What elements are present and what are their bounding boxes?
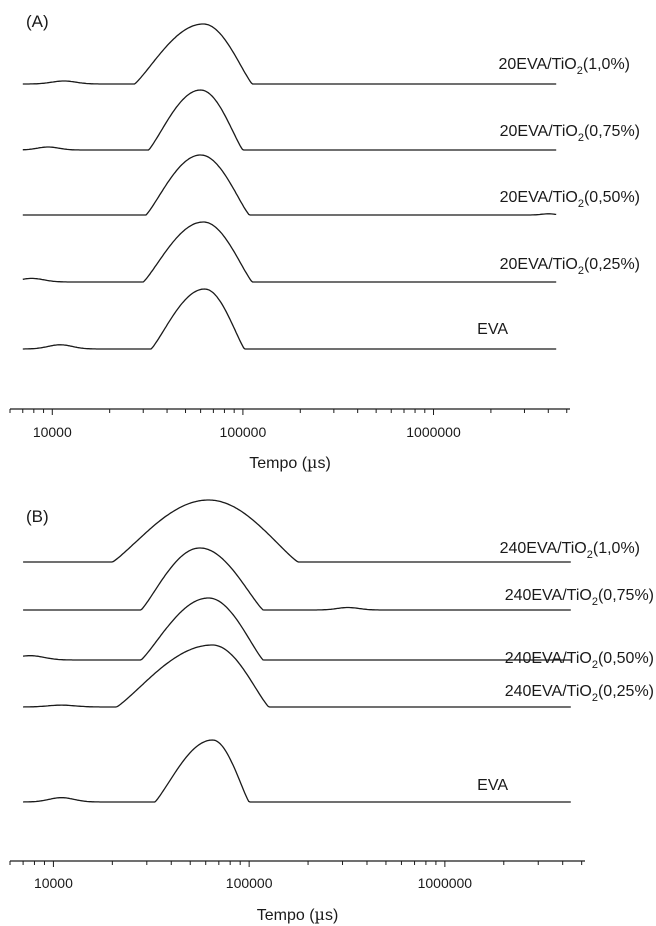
series-label-subscript: 2 bbox=[592, 596, 598, 608]
series-line bbox=[23, 597, 571, 661]
series-label-subscript: 2 bbox=[592, 692, 598, 704]
series-label: 20EVA/TiO2(0,50%) bbox=[500, 189, 640, 210]
series-line bbox=[22, 89, 557, 151]
series-label: 240EVA/TiO2(0,75%) bbox=[505, 587, 654, 608]
panel-1: (B) 240EVA/TiO2(1,0%) 240EVA/TiO2(0,75%) 24… bbox=[9, 499, 654, 924]
series-label: 240EVA/TiO2(0,50%) bbox=[505, 650, 654, 671]
series-line bbox=[22, 221, 557, 283]
panel-0: (A) 20EVA/TiO2(1,0%) 20EVA/TiO2(0,75%) 20EV… bbox=[9, 12, 640, 472]
series-label: 240EVA/TiO2(0,25%) bbox=[505, 683, 654, 704]
series-label-subscript: 2 bbox=[577, 65, 583, 77]
x-axis-title: Tempo (µs) bbox=[257, 905, 339, 924]
series-label-suffix: (0,50%) bbox=[598, 650, 654, 667]
series-label-subscript: 2 bbox=[578, 265, 584, 277]
x-tick-label: 1000000 bbox=[406, 424, 461, 440]
series-label: 20EVA/TiO2(0,75%) bbox=[500, 123, 640, 144]
series-label: 20EVA/TiO2(0,25%) bbox=[500, 256, 640, 277]
series-label: EVA bbox=[477, 777, 508, 794]
series-line bbox=[22, 23, 557, 85]
series-label-suffix: (0,75%) bbox=[598, 587, 654, 604]
panel-label: (B) bbox=[26, 507, 49, 526]
series-line bbox=[22, 288, 557, 350]
panel-label: (A) bbox=[26, 12, 49, 31]
series-label-subscript: 2 bbox=[578, 132, 584, 144]
series-line bbox=[22, 154, 557, 216]
series-label-suffix: (0,25%) bbox=[584, 256, 640, 273]
x-axis-title-text: Tempo ( bbox=[249, 455, 307, 472]
x-axis-title-mu: µ bbox=[315, 905, 325, 924]
series-label: 240EVA/TiO2(1,0%) bbox=[500, 540, 640, 561]
series-label-subscript: 2 bbox=[578, 198, 584, 210]
x-tick-label: 10000 bbox=[34, 875, 73, 891]
series-line bbox=[23, 644, 571, 708]
series-label-suffix: (1,0%) bbox=[593, 540, 640, 557]
x-axis-title-text: Tempo ( bbox=[257, 907, 315, 924]
x-axis-title-unit: s) bbox=[325, 907, 338, 924]
series-label-suffix: (1,0%) bbox=[583, 56, 630, 73]
series-line bbox=[23, 499, 571, 563]
series-label-subscript: 2 bbox=[587, 549, 593, 561]
x-tick-label: 1000000 bbox=[418, 875, 473, 891]
series-label: 20EVA/TiO2(1,0%) bbox=[499, 56, 631, 77]
series-label-suffix: (0,75%) bbox=[584, 123, 640, 140]
x-tick-label: 100000 bbox=[226, 875, 273, 891]
x-axis-title: Tempo (µs) bbox=[249, 453, 331, 472]
series-label: EVA bbox=[477, 321, 508, 338]
x-axis-title-unit: s) bbox=[317, 455, 330, 472]
x-axis-title-mu: µ bbox=[307, 453, 317, 472]
series-line bbox=[23, 547, 571, 611]
series-label-subscript: 2 bbox=[592, 659, 598, 671]
series-line bbox=[23, 739, 571, 803]
series-label-suffix: (0,25%) bbox=[598, 683, 654, 700]
series-label-suffix: (0,50%) bbox=[584, 189, 640, 206]
x-tick-label: 100000 bbox=[220, 424, 267, 440]
x-tick-label: 10000 bbox=[33, 424, 72, 440]
